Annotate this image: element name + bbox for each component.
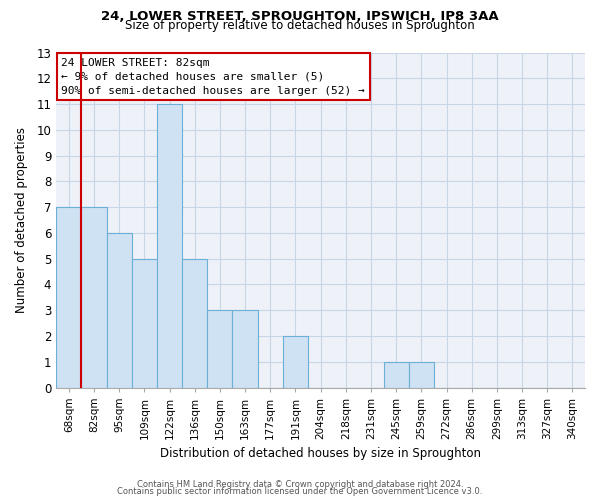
- Bar: [207, 310, 232, 388]
- Text: Contains public sector information licensed under the Open Government Licence v3: Contains public sector information licen…: [118, 487, 482, 496]
- Text: 24 LOWER STREET: 82sqm
← 9% of detached houses are smaller (5)
90% of semi-detac: 24 LOWER STREET: 82sqm ← 9% of detached …: [61, 58, 365, 96]
- Bar: [132, 258, 157, 388]
- Bar: [409, 362, 434, 388]
- Text: 24, LOWER STREET, SPROUGHTON, IPSWICH, IP8 3AA: 24, LOWER STREET, SPROUGHTON, IPSWICH, I…: [101, 10, 499, 23]
- Bar: [383, 362, 409, 388]
- Bar: [182, 258, 207, 388]
- Bar: [232, 310, 257, 388]
- Bar: [82, 207, 107, 388]
- Text: Contains HM Land Registry data © Crown copyright and database right 2024.: Contains HM Land Registry data © Crown c…: [137, 480, 463, 489]
- Bar: [107, 233, 132, 388]
- Bar: [157, 104, 182, 388]
- X-axis label: Distribution of detached houses by size in Sproughton: Distribution of detached houses by size …: [160, 447, 481, 460]
- Bar: [283, 336, 308, 388]
- Y-axis label: Number of detached properties: Number of detached properties: [15, 127, 28, 313]
- Text: Size of property relative to detached houses in Sproughton: Size of property relative to detached ho…: [125, 19, 475, 32]
- Bar: [56, 207, 82, 388]
